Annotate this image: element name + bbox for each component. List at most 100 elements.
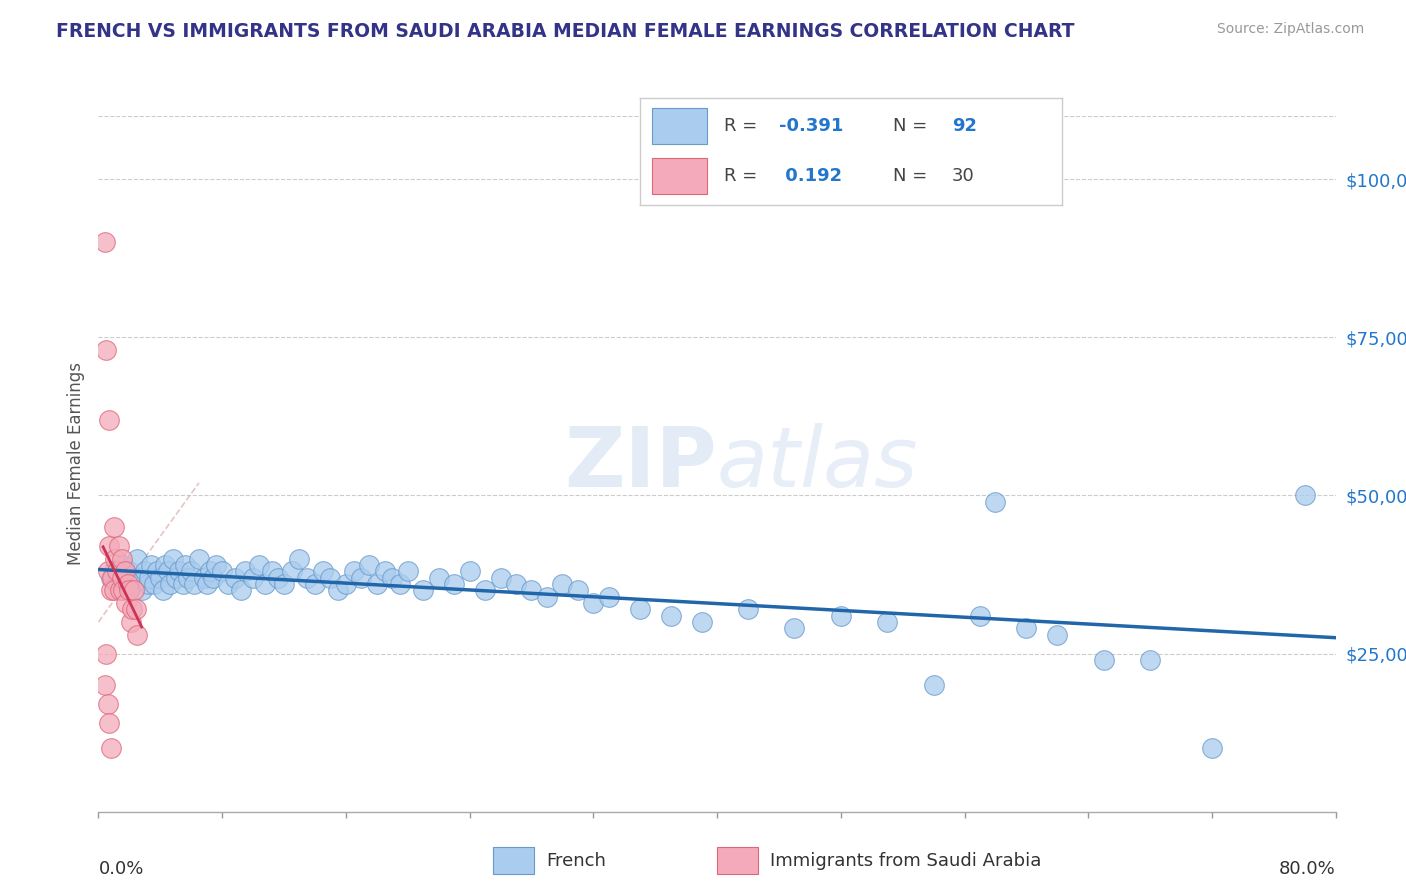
- Text: Immigrants from Saudi Arabia: Immigrants from Saudi Arabia: [770, 852, 1042, 870]
- Point: [127, 627, 149, 641]
- Point: [101, 571, 124, 585]
- Point: [143, 577, 166, 591]
- Point: [217, 577, 239, 591]
- Point: [131, 583, 153, 598]
- Point: [149, 571, 172, 585]
- Point: [124, 602, 146, 616]
- Point: [260, 565, 283, 579]
- Point: [118, 583, 141, 598]
- Point: [297, 571, 319, 585]
- Point: [1294, 488, 1316, 502]
- Point: [98, 412, 121, 426]
- Point: [111, 583, 132, 598]
- Point: [127, 551, 149, 566]
- Point: [159, 577, 181, 591]
- Point: [112, 583, 135, 598]
- Point: [350, 571, 373, 585]
- Text: N =: N =: [893, 168, 927, 186]
- Point: [157, 565, 180, 579]
- Point: [103, 520, 125, 534]
- Point: [505, 577, 527, 591]
- Text: FRENCH VS IMMIGRANTS FROM SAUDI ARABIA MEDIAN FEMALE EARNINGS CORRELATION CHART: FRENCH VS IMMIGRANTS FROM SAUDI ARABIA M…: [56, 22, 1074, 41]
- Point: [381, 571, 404, 585]
- Point: [366, 577, 388, 591]
- Text: Source: ZipAtlas.com: Source: ZipAtlas.com: [1216, 22, 1364, 37]
- Point: [138, 571, 160, 585]
- Point: [177, 571, 200, 585]
- Text: ZIP: ZIP: [565, 424, 717, 504]
- Point: [224, 571, 246, 585]
- Text: atlas: atlas: [717, 424, 918, 504]
- Point: [536, 590, 558, 604]
- Text: 92: 92: [952, 117, 977, 135]
- Point: [288, 551, 311, 566]
- Point: [233, 565, 257, 579]
- Point: [96, 647, 118, 661]
- Text: 0.0%: 0.0%: [98, 861, 143, 879]
- FancyBboxPatch shape: [652, 158, 707, 194]
- Point: [146, 565, 169, 579]
- Point: [111, 551, 132, 566]
- FancyBboxPatch shape: [652, 108, 707, 145]
- Point: [120, 615, 142, 629]
- Point: [628, 602, 651, 616]
- Point: [165, 571, 187, 585]
- Point: [1092, 653, 1115, 667]
- Point: [100, 571, 122, 585]
- Point: [273, 577, 295, 591]
- Point: [343, 565, 366, 579]
- Point: [118, 565, 141, 579]
- Point: [520, 583, 543, 598]
- Point: [474, 583, 496, 598]
- Point: [830, 608, 852, 623]
- Text: R =: R =: [724, 117, 758, 135]
- Point: [115, 596, 138, 610]
- Point: [115, 571, 138, 585]
- Point: [117, 577, 139, 591]
- Point: [427, 571, 450, 585]
- Point: [969, 608, 991, 623]
- Point: [567, 583, 589, 598]
- Bar: [492, 847, 534, 874]
- Point: [107, 539, 129, 553]
- Point: [357, 558, 380, 572]
- Text: -0.391: -0.391: [779, 117, 844, 135]
- Point: [103, 565, 125, 579]
- Point: [195, 577, 218, 591]
- Point: [412, 583, 434, 598]
- Point: [205, 558, 228, 572]
- Point: [93, 235, 115, 250]
- Point: [551, 577, 574, 591]
- Point: [105, 565, 128, 579]
- Point: [1139, 653, 1161, 667]
- Point: [326, 583, 350, 598]
- Point: [396, 565, 419, 579]
- Point: [388, 577, 412, 591]
- Text: R =: R =: [724, 168, 758, 186]
- Point: [98, 716, 121, 731]
- Point: [98, 539, 121, 553]
- Point: [229, 583, 252, 598]
- Point: [198, 565, 221, 579]
- Point: [97, 697, 120, 711]
- Point: [104, 551, 127, 566]
- Point: [174, 558, 197, 572]
- Point: [737, 602, 759, 616]
- Point: [458, 565, 481, 579]
- Point: [254, 577, 277, 591]
- Point: [121, 577, 143, 591]
- Point: [100, 583, 122, 598]
- Text: 0.192: 0.192: [779, 168, 842, 186]
- Point: [139, 558, 162, 572]
- Point: [112, 558, 135, 572]
- Point: [201, 571, 224, 585]
- Point: [922, 678, 945, 692]
- Point: [114, 565, 136, 579]
- Y-axis label: Median Female Earnings: Median Female Earnings: [66, 362, 84, 566]
- Point: [312, 565, 335, 579]
- Point: [108, 583, 131, 598]
- Point: [97, 565, 120, 579]
- Point: [96, 343, 118, 357]
- Point: [180, 565, 202, 579]
- Point: [153, 558, 176, 572]
